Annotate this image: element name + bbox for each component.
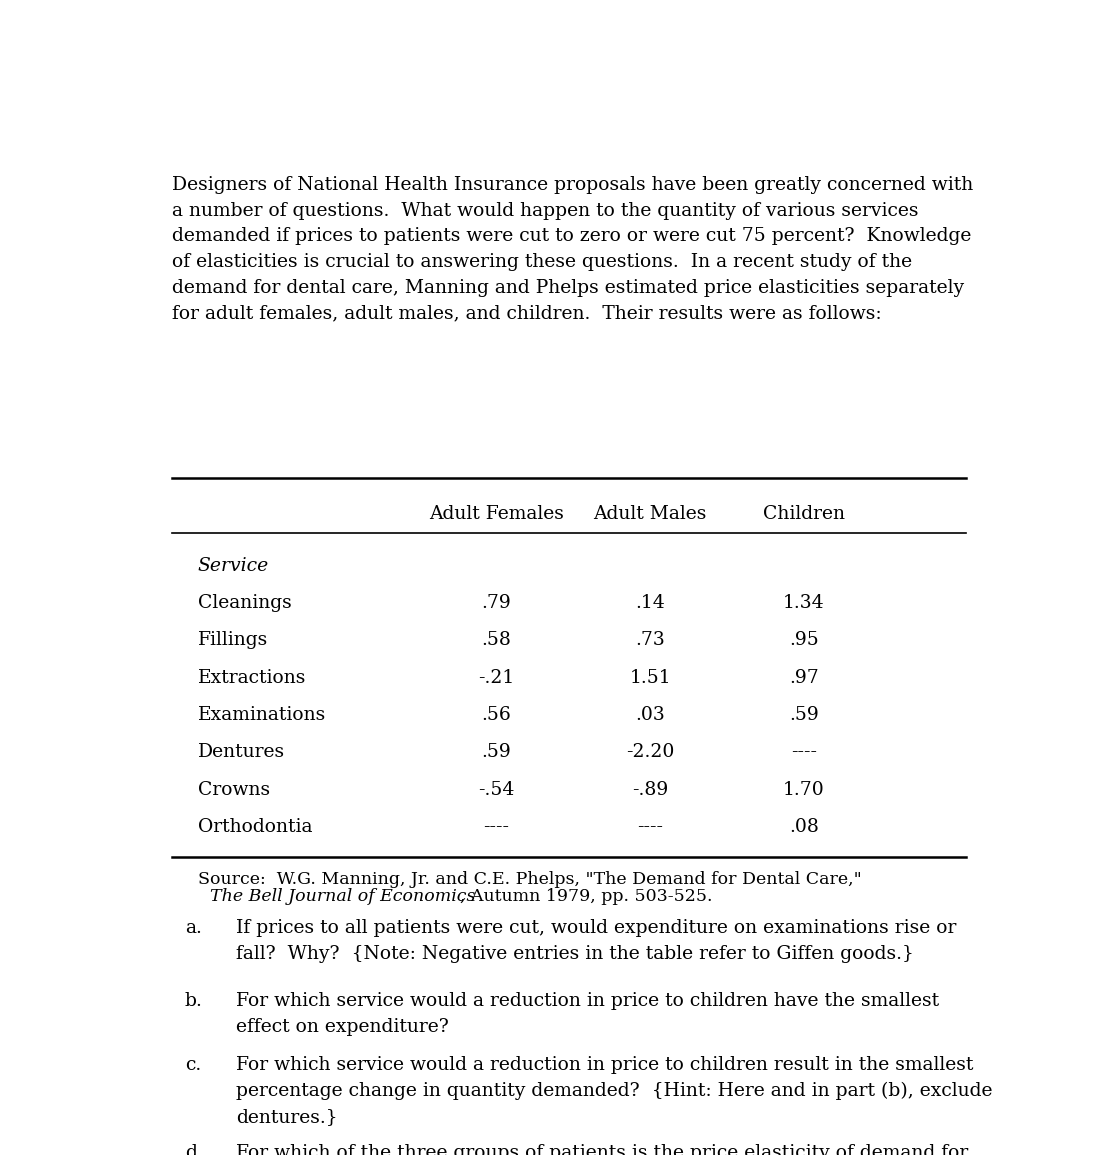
Text: d.: d. [185, 1143, 203, 1155]
Text: Dentures: Dentures [197, 744, 284, 761]
Text: .59: .59 [789, 706, 819, 724]
Text: Source:  W.G. Manning, Jr. and C.E. Phelps, "The Demand for Dental Care,": Source: W.G. Manning, Jr. and C.E. Phelp… [197, 871, 862, 888]
Text: Fillings: Fillings [197, 632, 268, 649]
Text: Examinations: Examinations [197, 706, 326, 724]
Text: For which service would a reduction in price to children have the smallest
effec: For which service would a reduction in p… [236, 992, 939, 1036]
Text: .73: .73 [636, 632, 665, 649]
Text: -.54: -.54 [478, 781, 515, 799]
Text: .59: .59 [482, 744, 511, 761]
Text: The Bell Journal of Economics: The Bell Journal of Economics [210, 888, 476, 906]
Text: Service: Service [197, 557, 269, 574]
Text: Children: Children [763, 505, 845, 523]
Text: .08: .08 [789, 818, 819, 836]
Text: For which of the three groups of patients is the price elasticity of demand for
: For which of the three groups of patient… [236, 1143, 969, 1155]
Text: 1.51: 1.51 [629, 669, 671, 687]
Text: ----: ---- [791, 744, 817, 761]
Text: Orthodontia: Orthodontia [197, 818, 312, 836]
Text: 1.70: 1.70 [784, 781, 824, 799]
Text: b.: b. [185, 992, 203, 1011]
Text: If prices to all patients were cut, would expenditure on examinations rise or
fa: If prices to all patients were cut, woul… [236, 919, 957, 963]
Text: Designers of National Health Insurance proposals have been greatly concerned wit: Designers of National Health Insurance p… [172, 176, 973, 322]
Text: .58: .58 [482, 632, 511, 649]
Text: ----: ---- [484, 818, 509, 836]
Text: 1.34: 1.34 [784, 594, 824, 612]
Text: Extractions: Extractions [197, 669, 306, 687]
Text: .95: .95 [789, 632, 819, 649]
Text: For which service would a reduction in price to children result in the smallest
: For which service would a reduction in p… [236, 1057, 993, 1126]
Text: Crowns: Crowns [197, 781, 270, 799]
Text: Adult Females: Adult Females [429, 505, 564, 523]
Text: .14: .14 [636, 594, 665, 612]
Text: -.89: -.89 [633, 781, 668, 799]
Text: -2.20: -2.20 [626, 744, 674, 761]
Text: .56: .56 [482, 706, 511, 724]
Text: .79: .79 [482, 594, 511, 612]
Text: , Autumn 1979, pp. 503-525.: , Autumn 1979, pp. 503-525. [460, 888, 712, 906]
Text: .03: .03 [636, 706, 665, 724]
Text: c.: c. [185, 1057, 201, 1074]
Text: a.: a. [185, 919, 202, 938]
Text: Adult Males: Adult Males [594, 505, 706, 523]
Text: -.21: -.21 [478, 669, 515, 687]
Text: .97: .97 [789, 669, 819, 687]
Text: ----: ---- [637, 818, 663, 836]
Text: Cleanings: Cleanings [197, 594, 291, 612]
